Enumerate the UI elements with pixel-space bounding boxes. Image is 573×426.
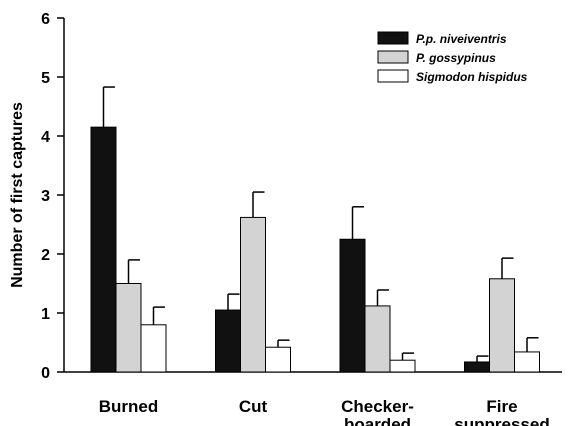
- legend-swatch: [377, 31, 409, 45]
- y-tick-label: 6: [41, 11, 50, 28]
- y-tick-label: 5: [41, 70, 50, 87]
- bar: [464, 361, 490, 373]
- legend-label: Sigmodon hispidus: [416, 70, 528, 84]
- bar: [240, 216, 266, 373]
- bar: [489, 278, 515, 373]
- legend-swatch: [377, 50, 409, 64]
- bars: [90, 86, 540, 373]
- bar: [140, 324, 167, 373]
- category-label: suppressed: [454, 415, 549, 426]
- bar: [514, 351, 540, 373]
- y-tick-label: 2: [41, 247, 50, 264]
- tick-labels: 0 1 2 3 4 5 6: [41, 11, 50, 382]
- y-tick-label: 3: [41, 188, 50, 205]
- legend-label: P.p. niveiventris: [416, 32, 507, 46]
- category-label: Checker-: [341, 397, 414, 416]
- bar: [215, 309, 241, 373]
- y-tick-label: 4: [41, 129, 50, 146]
- legend-swatch: [377, 69, 409, 83]
- legend-label: P. gossypinus: [416, 51, 496, 65]
- bar: [339, 238, 366, 373]
- bar: [364, 305, 391, 373]
- bar: [265, 346, 291, 373]
- y-tick-label: 0: [41, 365, 50, 382]
- bar: [115, 283, 142, 373]
- bar: [389, 359, 416, 373]
- bar: [90, 126, 117, 373]
- category-label: Burned: [99, 397, 159, 416]
- category-label: Fire: [486, 397, 517, 416]
- y-tick-label: 1: [41, 306, 50, 323]
- category-label: Cut: [239, 397, 268, 416]
- y-axis-title: Number of first captures: [9, 102, 26, 288]
- legend: P.p. niveiventris P. gossypinus Sigmodon h…: [377, 31, 528, 84]
- category-label: boarded: [344, 415, 411, 426]
